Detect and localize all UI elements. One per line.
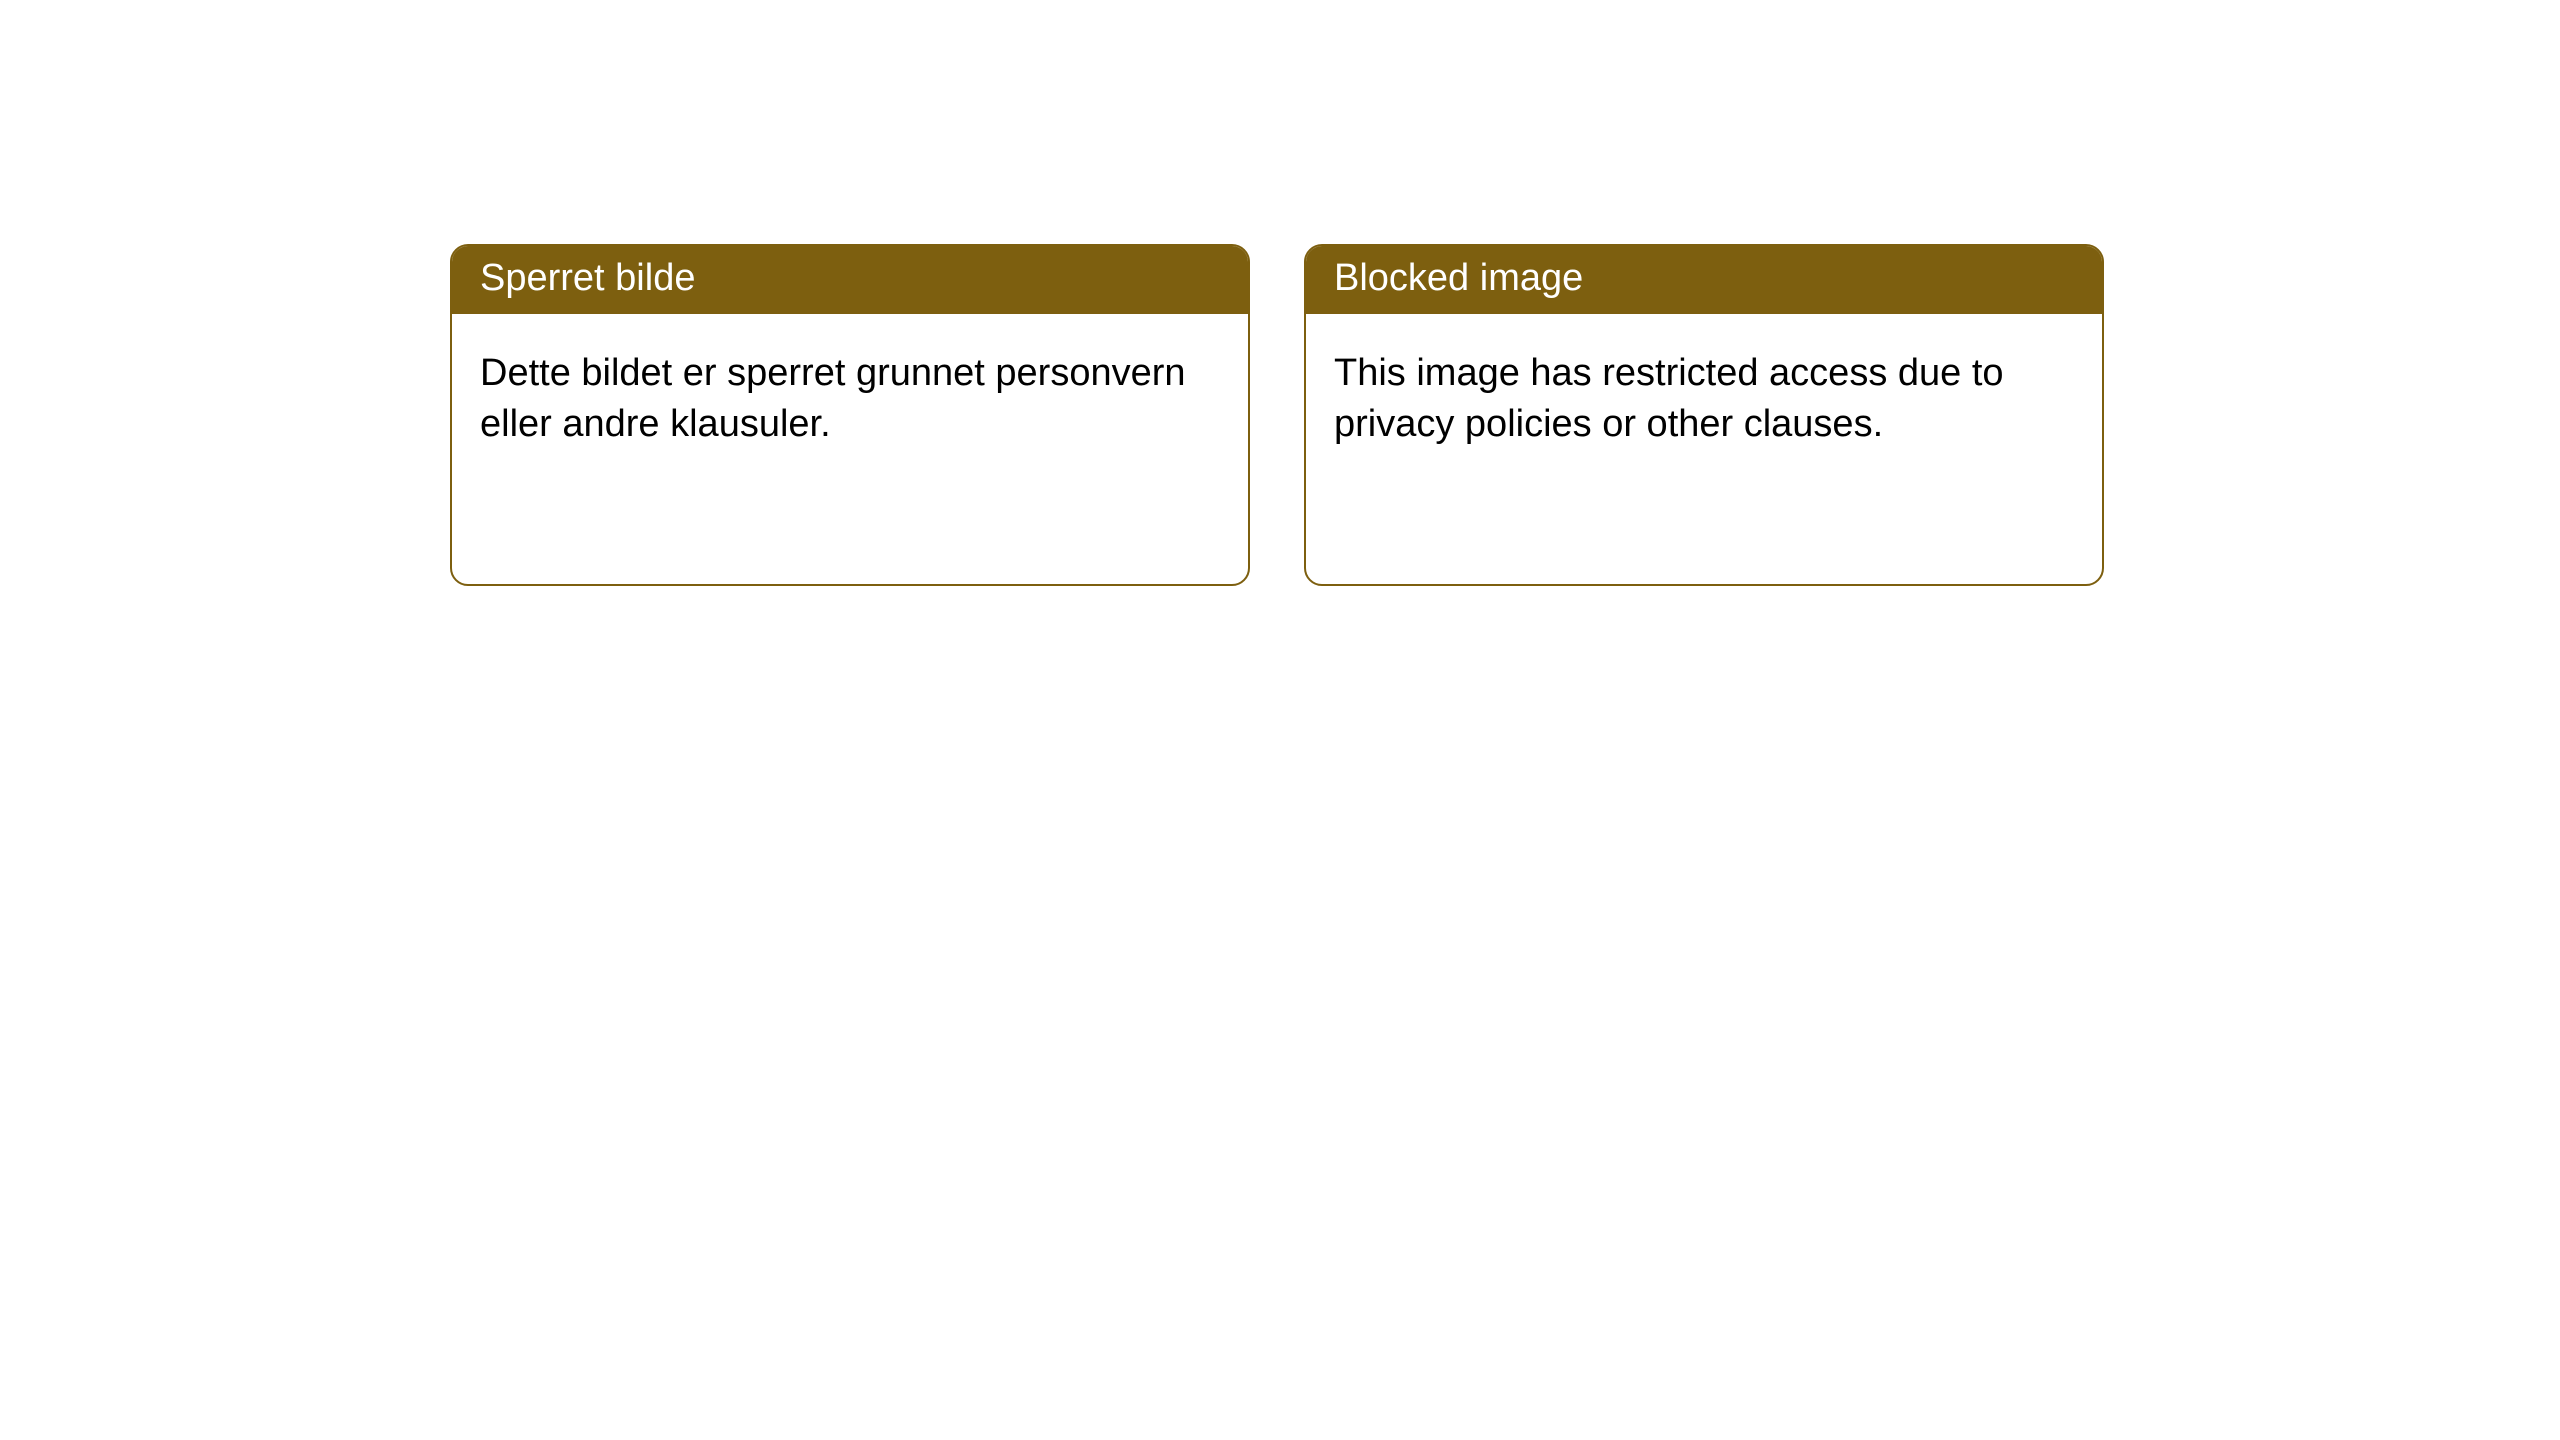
notice-header-text: Blocked image (1334, 257, 1583, 299)
notice-header-text: Sperret bilde (480, 257, 695, 299)
notice-header: Blocked image (1306, 246, 2102, 314)
notice-card-norwegian: Sperret bilde Dette bildet er sperret gr… (450, 244, 1250, 586)
notice-container: Sperret bilde Dette bildet er sperret gr… (0, 0, 2560, 586)
notice-body-text: Dette bildet er sperret grunnet personve… (480, 348, 1220, 451)
notice-card-english: Blocked image This image has restricted … (1304, 244, 2104, 586)
notice-header: Sperret bilde (452, 246, 1248, 314)
notice-body: This image has restricted access due to … (1306, 314, 2102, 584)
notice-body-text: This image has restricted access due to … (1334, 348, 2074, 451)
notice-body: Dette bildet er sperret grunnet personve… (452, 314, 1248, 584)
